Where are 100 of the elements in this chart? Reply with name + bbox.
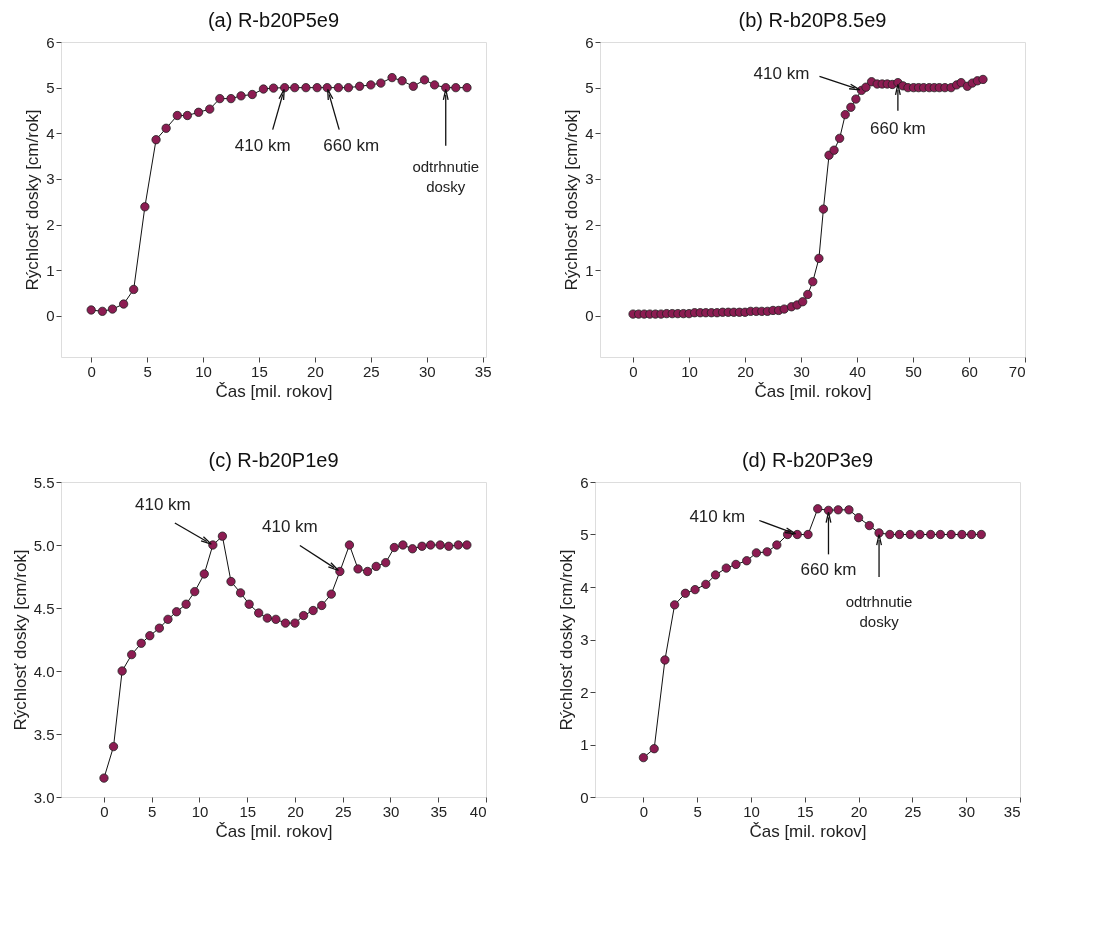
chart-title: (b) R-b20P8.5e9	[738, 9, 887, 31]
x-tick-label: 20	[737, 362, 754, 380]
x-axis-title: Čas [mil. rokov]	[215, 381, 333, 401]
point	[99, 773, 109, 783]
x-tick-label: 40	[469, 802, 487, 820]
point	[946, 529, 956, 540]
point	[215, 94, 225, 104]
y-tick-label: 3.0	[33, 788, 55, 806]
y-axis-title: Rýchlosť dosky [cm/rok]	[557, 549, 577, 731]
point	[172, 110, 182, 121]
point	[844, 505, 854, 515]
y-tick-label: 4	[585, 124, 594, 142]
point	[444, 541, 454, 551]
point	[193, 107, 204, 117]
y-tick-label: 1	[580, 736, 589, 753]
point	[451, 83, 461, 93]
point	[254, 608, 264, 618]
x-axis-title: Čas [mil. rokov]	[754, 381, 872, 401]
y-tick-label: 6	[580, 473, 589, 491]
y-tick-label: 3.5	[33, 725, 55, 743]
point	[217, 531, 227, 541]
y-axis-title: Rýchlosť dosky [cm/rok]	[562, 109, 582, 291]
annotation: 660 km	[323, 135, 380, 155]
point	[108, 742, 119, 752]
point	[772, 540, 782, 550]
point	[967, 529, 977, 540]
x-tick-label: 10	[191, 802, 209, 820]
point	[660, 655, 670, 665]
point	[957, 529, 967, 540]
y-tick-label: 6	[585, 33, 594, 51]
annotation: 410 km	[753, 64, 810, 84]
point	[792, 529, 802, 540]
point	[398, 540, 408, 550]
point	[322, 83, 332, 93]
point	[742, 556, 752, 566]
point	[894, 529, 905, 540]
x-tick-label: 15	[796, 802, 814, 820]
x-tick-label: 0	[87, 362, 96, 380]
point	[343, 83, 354, 93]
x-tick-label: 35	[1003, 802, 1021, 820]
y-tick-label: 4.0	[33, 662, 55, 680]
y-tick-label: 1	[585, 261, 594, 279]
point	[976, 529, 986, 540]
point	[236, 91, 246, 101]
point	[885, 529, 895, 540]
point	[181, 599, 191, 609]
point	[86, 305, 96, 315]
x-tick-label: 0	[629, 362, 638, 380]
point	[140, 202, 150, 212]
point	[366, 80, 376, 90]
x-tick-label: 30	[958, 802, 976, 820]
x-tick-label: 20	[287, 802, 304, 820]
point	[290, 618, 300, 628]
point	[926, 529, 936, 540]
point	[182, 110, 192, 121]
point	[638, 753, 648, 763]
point	[280, 618, 291, 628]
x-tick-label: 30	[382, 802, 400, 820]
annotation: 660 km	[870, 118, 926, 138]
point	[823, 505, 834, 515]
x-tick-label: 35	[430, 802, 448, 820]
point	[731, 559, 741, 569]
point	[376, 78, 386, 88]
y-tick-label: 4	[580, 578, 589, 596]
point	[453, 540, 463, 550]
y-tick-label: 3	[585, 170, 594, 188]
point	[690, 585, 700, 595]
y-tick-label: 5	[580, 526, 589, 543]
point	[299, 610, 309, 621]
point	[435, 540, 445, 550]
x-tick-label: 15	[239, 802, 257, 820]
point	[271, 614, 281, 624]
y-tick-label: 5.0	[33, 536, 55, 554]
y-tick-label: 2	[46, 216, 55, 234]
x-tick-label: 50	[905, 362, 922, 380]
point	[290, 83, 300, 93]
point	[119, 299, 129, 309]
point	[419, 75, 430, 85]
annotation: odtrhnutie dosky	[845, 592, 913, 630]
point	[163, 614, 173, 624]
point	[199, 569, 209, 579]
x-tick-label: 5	[693, 802, 702, 820]
point	[701, 579, 711, 589]
point	[462, 83, 472, 93]
point	[721, 563, 731, 573]
point	[226, 94, 236, 104]
x-tick-label: 5	[148, 802, 157, 820]
point	[905, 529, 915, 540]
y-tick-label: 5.5	[33, 473, 55, 491]
point	[417, 541, 427, 551]
y-tick-label: 2	[580, 683, 589, 701]
point	[226, 576, 236, 587]
y-tick-label: 1	[46, 261, 55, 279]
annotation: 660 km	[800, 560, 857, 580]
point	[426, 540, 436, 550]
annotation: 410 km	[262, 517, 318, 537]
point	[107, 304, 118, 314]
point	[117, 666, 127, 676]
point	[129, 284, 139, 295]
y-tick-label: 6	[46, 33, 55, 51]
